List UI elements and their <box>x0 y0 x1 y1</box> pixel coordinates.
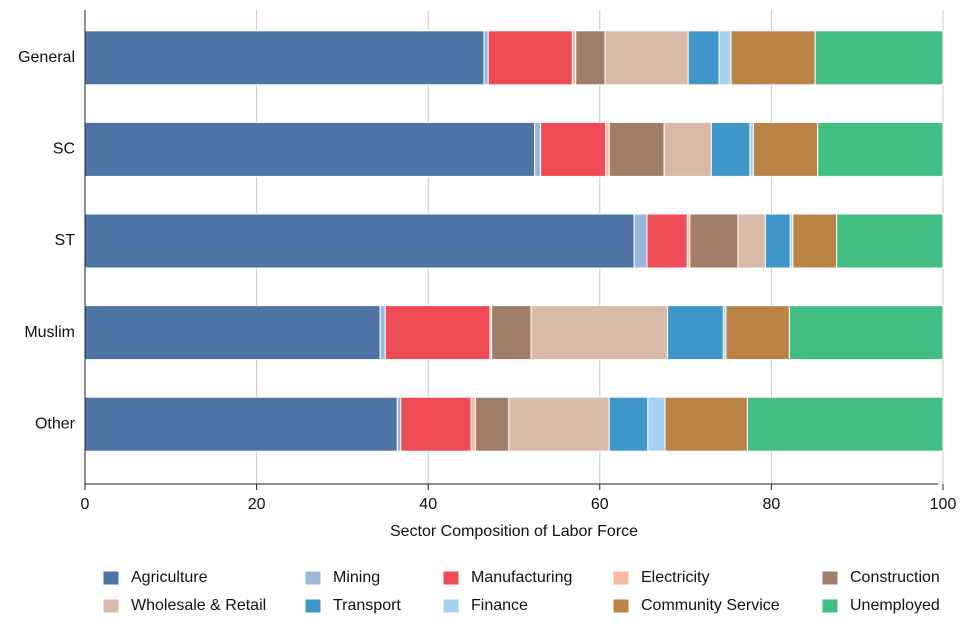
x-tick-label: 80 <box>763 496 781 513</box>
bar-segment <box>752 121 819 177</box>
legend-label: Construction <box>850 569 940 586</box>
legend-label: Agriculture <box>131 569 208 586</box>
bar-segment <box>725 305 790 361</box>
legend-swatch <box>442 598 460 614</box>
bar-segment <box>814 30 944 86</box>
bar-segment <box>792 213 838 269</box>
legend-swatch <box>821 570 839 586</box>
legend-label: Finance <box>471 597 528 614</box>
bar-segment <box>84 30 485 86</box>
bar-segment <box>491 305 532 361</box>
bar-segment <box>788 305 944 361</box>
bar-segment <box>710 121 751 177</box>
x-axis-label: Sector Composition of Labor Force <box>390 523 638 540</box>
bar-segment <box>379 305 386 361</box>
bar-segment <box>608 121 665 177</box>
bar-segment <box>530 305 669 361</box>
bar-segment <box>540 121 607 177</box>
bar-segment <box>664 396 748 452</box>
bar-segment <box>689 213 739 269</box>
bar-segment <box>400 396 472 452</box>
bar-segment <box>84 213 635 269</box>
bar-segment <box>384 305 491 361</box>
legend-swatch <box>612 598 630 614</box>
legend-label: Wholesale & Retail <box>131 597 266 614</box>
bar-segment <box>604 30 689 86</box>
bar-segment <box>571 30 577 86</box>
legend-swatch <box>612 570 630 586</box>
legend-swatch <box>821 598 839 614</box>
bar-segment <box>508 396 610 452</box>
bar-segment <box>605 121 610 177</box>
legend-swatch <box>102 598 120 614</box>
x-tick-label: 100 <box>930 496 957 513</box>
bar-segment <box>396 396 402 452</box>
bar-segment <box>647 396 666 452</box>
bar-segment <box>746 396 944 452</box>
bar-segment <box>608 396 649 452</box>
bar-segment <box>764 213 791 269</box>
bar-segment <box>836 213 944 269</box>
y-tick-label: General <box>18 49 75 66</box>
x-tick-label: 0 <box>81 496 90 513</box>
x-tick-label: 20 <box>248 496 266 513</box>
bar-segment <box>534 121 542 177</box>
bar-segment <box>646 213 688 269</box>
bar-segment <box>737 213 766 269</box>
bar-segment <box>84 121 536 177</box>
bar-segment <box>474 396 510 452</box>
legend-swatch <box>102 570 120 586</box>
legend-label: Manufacturing <box>471 569 572 586</box>
bar-segment <box>663 121 712 177</box>
bar-segment <box>687 30 720 86</box>
bar-segment <box>633 213 648 269</box>
bar-segment <box>470 396 476 452</box>
bar-segment <box>575 30 606 86</box>
legend-label: Electricity <box>641 569 709 586</box>
bar-segment <box>749 121 754 177</box>
bar-segment <box>487 30 573 86</box>
bar-segment <box>718 30 732 86</box>
bar-segment <box>84 396 398 452</box>
legend-label: Mining <box>333 569 380 586</box>
x-tick-label: 40 <box>419 496 437 513</box>
legend-label: Unemployed <box>850 597 940 614</box>
y-tick-label: Other <box>35 415 76 432</box>
legend-label: Community Service <box>641 597 780 614</box>
legend-label: Transport <box>333 597 401 614</box>
x-tick-label: 60 <box>591 496 609 513</box>
y-tick-label: ST <box>55 232 76 249</box>
y-tick-label: Muslim <box>24 324 75 341</box>
y-tick-label: SC <box>53 141 75 158</box>
bar-segment <box>730 30 816 86</box>
bar-segment <box>817 121 944 177</box>
bar-segment <box>667 305 724 361</box>
legend-swatch <box>304 598 322 614</box>
legend-swatch <box>304 570 322 586</box>
legend-swatch <box>442 570 460 586</box>
bar-segment <box>483 30 489 86</box>
bar-segment <box>84 305 381 361</box>
